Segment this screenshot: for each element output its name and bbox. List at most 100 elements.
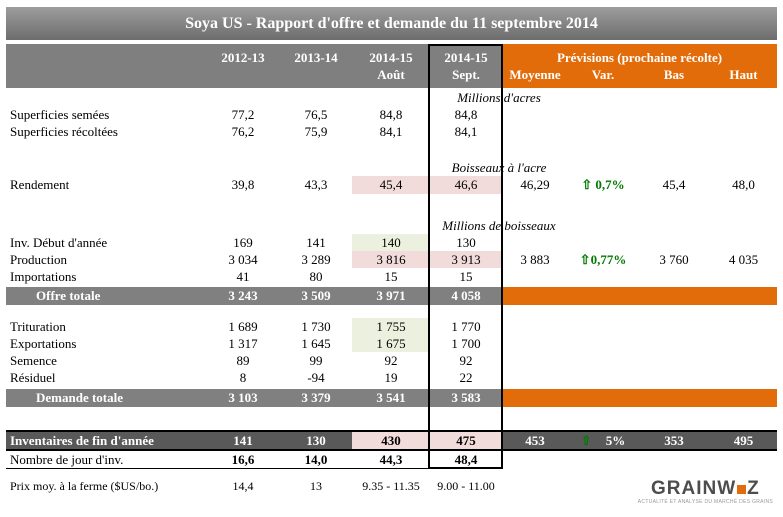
previsions-subheaders: Moyenne Var. Bas Haut	[502, 66, 777, 83]
value-cell: 84,8	[454, 106, 478, 122]
value-cell: 13	[310, 478, 322, 493]
unit-row-acres: Millions d'acres	[6, 90, 777, 106]
value-cell: 15	[459, 268, 473, 284]
header-spacer	[6, 44, 206, 88]
row-trituration: Trituration 1 689 1 730 1 755 1 770	[6, 318, 777, 335]
col-header-2013-14: 2013-14	[280, 44, 352, 88]
row-label: Importations	[10, 268, 77, 284]
col-header-bas: Bas	[663, 67, 685, 82]
row-label: Inventaires de fin d'année	[10, 432, 154, 448]
value-cell: 1 317	[228, 335, 258, 351]
var-percent: 0,7%	[595, 177, 625, 192]
value-cell: 1 689	[228, 318, 258, 334]
value-cell: 39,8	[231, 177, 255, 192]
unit-row-boisseaux: Millions de boisseaux	[6, 218, 777, 234]
value-cell: 76,5	[304, 106, 328, 122]
previsions-title: Prévisions (prochaine récolte)	[556, 50, 723, 65]
row-label: Superficies récoltées	[10, 123, 118, 139]
prevision-cell: 4 035	[728, 251, 759, 267]
value-cell: 19	[384, 369, 398, 385]
column-header-row: 2012-13 2013-14 2014-15 Août 2014-15 Sep…	[6, 44, 777, 88]
prevision-cell: 48,0	[732, 177, 755, 192]
value-cell: 76,2	[231, 123, 255, 139]
col-header-var: Var.	[591, 67, 615, 82]
value-cell: 80	[309, 268, 323, 284]
row-label: Rendement	[10, 177, 70, 192]
value-cell: 16,6	[231, 451, 255, 467]
value-cell: 3 243	[228, 288, 258, 303]
value-cell-highlight: 3 816	[352, 251, 430, 268]
value-cell: 3 541	[376, 390, 406, 405]
up-arrow-icon: ⇧	[580, 432, 592, 448]
orange-bar	[502, 389, 777, 407]
value-cell-highlight: 475	[430, 432, 502, 449]
unit-label: Boisseaux à l'acre	[451, 160, 547, 175]
value-cell: 22	[459, 369, 473, 385]
year-headers: 2012-13 2013-14 2014-15 Août 2014-15 Sep…	[6, 44, 502, 88]
var-percent: 0,77%	[590, 251, 627, 267]
value-cell: 99	[309, 352, 323, 368]
jours-line: Nombre de jour d'inv. 16,6 14,0 44,3 48,…	[6, 451, 502, 469]
up-arrow-icon: ⇧	[579, 251, 591, 267]
value-cell: 3 103	[228, 390, 258, 405]
unit-label: Millions de boisseaux	[442, 218, 556, 233]
value-cell: 9.35 - 11.35	[362, 478, 420, 493]
value-cell: 3 034	[228, 251, 258, 267]
value-cell-highlight: 1 675	[352, 335, 430, 352]
value-cell: 15	[384, 268, 398, 284]
col-header-2014-15-aout: 2014-15 Août	[352, 44, 430, 88]
value-cell-highlight: 430	[352, 432, 430, 449]
value-cell: 43,3	[304, 177, 328, 192]
row-superficies-semees: Superficies semées 77,2 76,5 84,8 84,8	[6, 106, 777, 123]
row-production: Production 3 034 3 289 3 816 3 913 3 883…	[6, 251, 777, 268]
row-label: Offre totale	[36, 288, 101, 303]
prevision-cell: 46,29	[520, 177, 550, 192]
row-prix-ferme: Prix moy. à la ferme ($US/bo.) 14,4 13 9…	[6, 477, 777, 495]
row-semence: Semence 89 99 92 92	[6, 352, 777, 369]
row-inventaires-fin: Inventaires de fin d'année 141 130 430 4…	[6, 430, 777, 451]
value-cell: 3 289	[301, 251, 331, 267]
prevision-cell: 353	[664, 432, 684, 448]
report-title: Soya US - Rapport d'offre et demande du …	[6, 7, 777, 40]
value-cell: 130	[456, 234, 476, 250]
logo-orange-square-icon	[737, 485, 747, 494]
row-label: Semence	[10, 352, 57, 368]
row-label: Nombre de jour d'inv.	[10, 451, 124, 467]
row-label: Prix moy. à la ferme ($US/bo.)	[10, 478, 159, 493]
grainwiz-logo: GRAINW Z ACTUALITÉ ET ANALYSE DU MARCHÉ D…	[638, 479, 773, 505]
previsions-header: Prévisions (prochaine récolte) Moyenne V…	[502, 44, 777, 88]
value-cell: 84,1	[379, 123, 403, 139]
prevision-cell: 3 760	[659, 251, 689, 267]
row-jours-inventaire: Nombre de jour d'inv. 16,6 14,0 44,3 48,…	[6, 451, 777, 469]
row-label: Inv. Début d'année	[10, 234, 108, 250]
value-cell: 77,2	[231, 106, 255, 122]
row-offre-totale: Offre totale 3 243 3 509 3 971 4 058	[6, 287, 777, 305]
prevision-cell: 495	[733, 432, 754, 448]
prevision-cell: 45,4	[662, 177, 686, 192]
row-label: Résiduel	[10, 369, 56, 385]
value-cell: 141	[233, 432, 253, 448]
month-label: Août	[377, 67, 405, 82]
value-cell: 3 971	[376, 288, 406, 303]
value-cell: 4 058	[451, 288, 481, 303]
prevision-var-cell: ⇧ 5%	[568, 432, 638, 449]
value-cell: 92	[384, 352, 398, 368]
row-label: Superficies semées	[10, 106, 110, 122]
col-header-2014-15-sept: 2014-15 Sept.	[430, 44, 502, 88]
prevision-var-cell: ⇧ 0,7%	[568, 176, 638, 194]
row-label: Demande totale	[36, 390, 124, 405]
col-header-haut: Haut	[729, 67, 758, 82]
value-cell: 75,9	[304, 123, 328, 139]
unit-row-boisseaux-acre: Boisseaux à l'acre	[6, 160, 777, 176]
total-bar: Demande totale 3 103 3 379 3 541 3 583	[6, 389, 502, 407]
value-cell: 9.00 - 11.00	[437, 478, 495, 493]
value-cell: 8	[239, 369, 247, 385]
up-arrow-icon: ⇧	[581, 177, 593, 192]
row-demande-totale: Demande totale 3 103 3 379 3 541 3 583	[6, 389, 777, 407]
value-cell-highlight: 3 913	[430, 251, 502, 268]
col-header-2012-13: 2012-13	[206, 44, 280, 88]
value-cell: -94	[307, 369, 325, 385]
value-cell: 3 379	[301, 390, 331, 405]
prevision-var-cell: ⇧ 0,77%	[568, 251, 638, 268]
